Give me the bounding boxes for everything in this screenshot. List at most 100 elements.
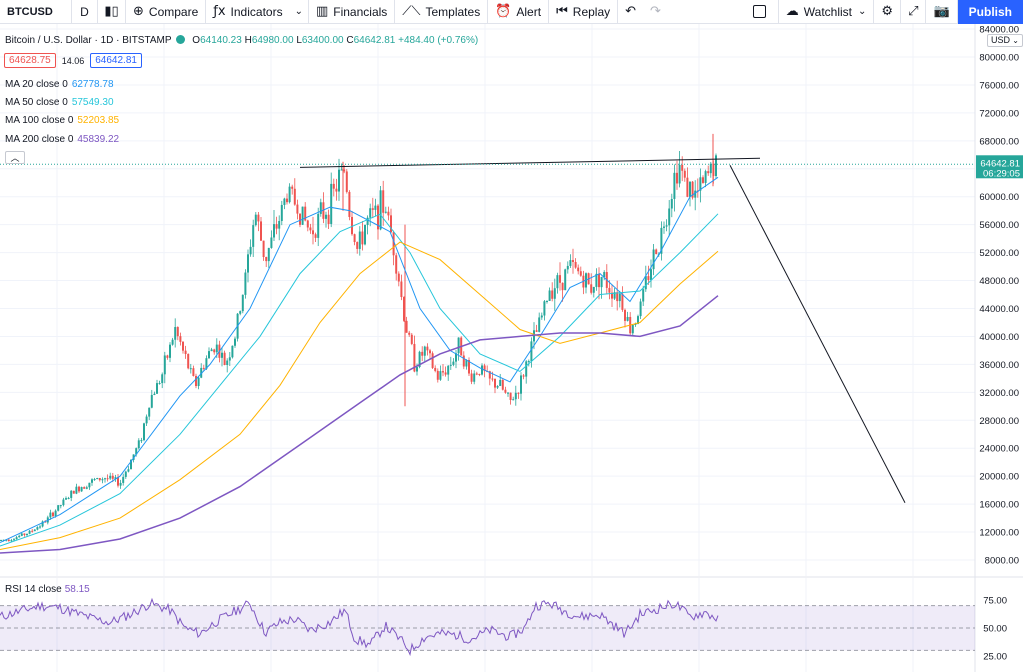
candle-body: [364, 224, 366, 245]
interval-label: D: [80, 4, 89, 19]
price-axis-label: 44000.00: [979, 304, 1019, 315]
rsi-label: RSI 14 close: [5, 584, 62, 595]
candle-body: [592, 286, 595, 293]
candle-body: [639, 301, 642, 317]
symbol-search-button[interactable]: BTCUSD: [0, 0, 72, 24]
collapse-legend-button[interactable]: ︿: [5, 151, 25, 164]
indicators-dropdown-button[interactable]: ⌄: [290, 0, 309, 24]
camera-icon: 📷: [933, 4, 950, 19]
candle-body: [709, 163, 712, 174]
open-label: O: [192, 35, 201, 46]
candle-body: [101, 479, 104, 481]
candle-body: [293, 188, 296, 205]
candle-body: [361, 231, 364, 245]
candle-body: [691, 181, 694, 198]
ma100-legend[interactable]: MA 100 close 0 52203.85: [5, 115, 119, 126]
redo-button[interactable]: ↷: [643, 0, 668, 24]
buy-price-button[interactable]: 64642.81: [90, 53, 142, 68]
ma200-legend[interactable]: MA 200 close 0 45839.22: [5, 134, 119, 145]
price-axis-label: 16000.00: [979, 500, 1019, 511]
candle-body: [611, 292, 613, 299]
candle-body: [5, 539, 8, 541]
candle-body: [538, 317, 541, 332]
price-axis-label: 12000.00: [979, 528, 1019, 539]
candle-body: [205, 358, 208, 369]
candle-body: [226, 360, 229, 365]
chevron-up-icon: ︿: [10, 153, 20, 163]
sell-price-button[interactable]: 64628.75: [4, 53, 56, 68]
undo-button[interactable]: ↶: [618, 0, 643, 24]
indicators-button[interactable]: ƒx Indicators: [206, 0, 289, 24]
candle-body: [668, 208, 671, 226]
symbol-label: BTCUSD: [7, 5, 53, 18]
candle-body: [569, 260, 572, 266]
candle-body: [343, 169, 346, 172]
candle-body: [39, 526, 41, 528]
countdown-value: 06:29:05: [983, 168, 1020, 179]
ma-label: MA 20 close 0: [5, 79, 68, 90]
candle-body: [15, 537, 18, 540]
candle-body: [345, 171, 348, 192]
candle-body: [514, 392, 517, 400]
fullscreen-button[interactable]: ⤢: [901, 0, 927, 24]
candle-body: [163, 355, 166, 375]
candle-body: [10, 540, 13, 542]
rsi-axis-label: 50.00: [983, 624, 1007, 635]
candle-body: [260, 221, 262, 241]
ma50-legend[interactable]: MA 50 close 0 57549.30: [5, 97, 114, 108]
candle-body: [429, 350, 431, 354]
templates-button[interactable]: ⟋⟍ Templates: [395, 0, 489, 24]
candle-body: [468, 360, 470, 374]
candle-body: [273, 224, 275, 238]
candle-body: [527, 361, 530, 363]
candle-body: [72, 490, 75, 494]
price-axis-label: 28000.00: [979, 416, 1019, 427]
candle-body: [564, 269, 567, 291]
candle-body: [319, 202, 322, 214]
candle-body: [210, 349, 213, 352]
chart-type-button[interactable]: ▮▯: [98, 0, 126, 24]
financials-button[interactable]: ▥ Financials: [309, 0, 396, 24]
candle-body: [543, 301, 546, 316]
candle-body: [340, 169, 343, 171]
candle-body: [579, 271, 582, 276]
bid-ask-boxes: 64628.75 14.06 64642.81: [4, 53, 142, 68]
candle-body: [130, 459, 132, 470]
rsi-legend[interactable]: RSI 14 close 58.15: [5, 584, 90, 595]
templates-icon: ⟋⟍: [402, 4, 421, 19]
candle-body: [20, 533, 23, 536]
candle-body: [351, 216, 353, 235]
candle-body: [634, 323, 637, 325]
candle-body: [57, 505, 60, 511]
candle-body: [439, 371, 442, 380]
compare-button[interactable]: ⊕ Compare: [126, 0, 207, 24]
candle-body: [33, 529, 36, 532]
candle-body: [275, 224, 278, 229]
alert-button[interactable]: ⏰ Alert: [488, 0, 550, 24]
snapshot-button[interactable]: 📷: [926, 0, 958, 24]
ma-value: 62778.78: [71, 79, 114, 90]
candle-body: [52, 512, 54, 517]
candle-body: [369, 208, 372, 218]
candle-body: [80, 487, 83, 492]
replay-button[interactable]: ⏮ Replay: [549, 0, 619, 24]
candle-body: [161, 374, 164, 384]
currency-button[interactable]: USD ⌄: [987, 34, 1023, 47]
candle-body: [65, 498, 67, 500]
chart-canvas[interactable]: 84000.00 80000.00 76000.00 72000.00 68000.00…: [0, 24, 1023, 672]
ma20-legend[interactable]: MA 20 close 0 62778.78: [5, 79, 114, 90]
settings-button[interactable]: ⚙: [874, 0, 902, 24]
candle-body: [189, 368, 192, 370]
watchlist-button[interactable]: ☁ Watchlist ⌄: [777, 0, 875, 24]
candle-body: [475, 373, 478, 375]
price-axis-label: 84000.00: [979, 25, 1019, 36]
candle-body: [382, 190, 385, 213]
publish-button[interactable]: Publish: [957, 0, 1023, 24]
candle-body: [166, 355, 169, 358]
interval-button[interactable]: D: [72, 0, 98, 24]
candle-body: [644, 276, 647, 290]
layout-checkbox[interactable]: [741, 0, 778, 24]
alert-label: Alert: [516, 4, 542, 19]
candle-body: [496, 386, 499, 388]
candle-body: [179, 336, 182, 342]
